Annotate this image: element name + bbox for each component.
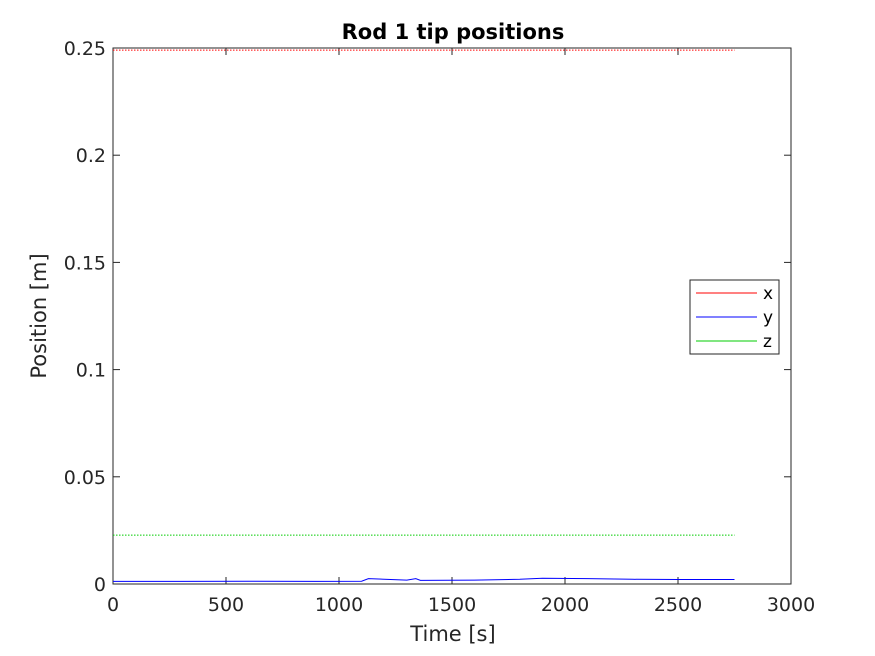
- y-axis-title: Position [m]: [27, 253, 51, 378]
- y-tick-label: 0.1: [76, 360, 106, 382]
- legend-label-z: z: [763, 332, 772, 352]
- x-tick-label: 1000: [315, 594, 363, 616]
- y-tick-label: 0.2: [76, 145, 106, 167]
- x-tick-label: 3000: [767, 594, 815, 616]
- y-tick-label: 0.15: [64, 252, 106, 274]
- y-tick-label: 0.25: [64, 38, 106, 60]
- x-tick-label: 2500: [654, 594, 702, 616]
- chart-title: Rod 1 tip positions: [342, 20, 565, 44]
- series-layer: [113, 49, 735, 582]
- x-tick-label: 2000: [541, 594, 589, 616]
- legend-label-x: x: [763, 284, 773, 304]
- plot-area: [112, 47, 792, 585]
- series-line-y: [113, 577, 735, 582]
- y-tick-label: 0.05: [64, 467, 106, 489]
- x-axis-title: Time [s]: [409, 622, 495, 646]
- legend: xyz: [689, 279, 780, 355]
- y-tick-label: 0: [94, 574, 106, 596]
- axis-ticks: 0 500 1000 1500 2000 2500 3000 0 0.05 0.1 0.15 0.2 0…: [64, 38, 815, 616]
- x-tick-label: 0: [107, 594, 119, 616]
- x-tick-label: 500: [208, 594, 244, 616]
- x-tick-label: 1500: [428, 594, 476, 616]
- legend-label-y: y: [763, 308, 773, 328]
